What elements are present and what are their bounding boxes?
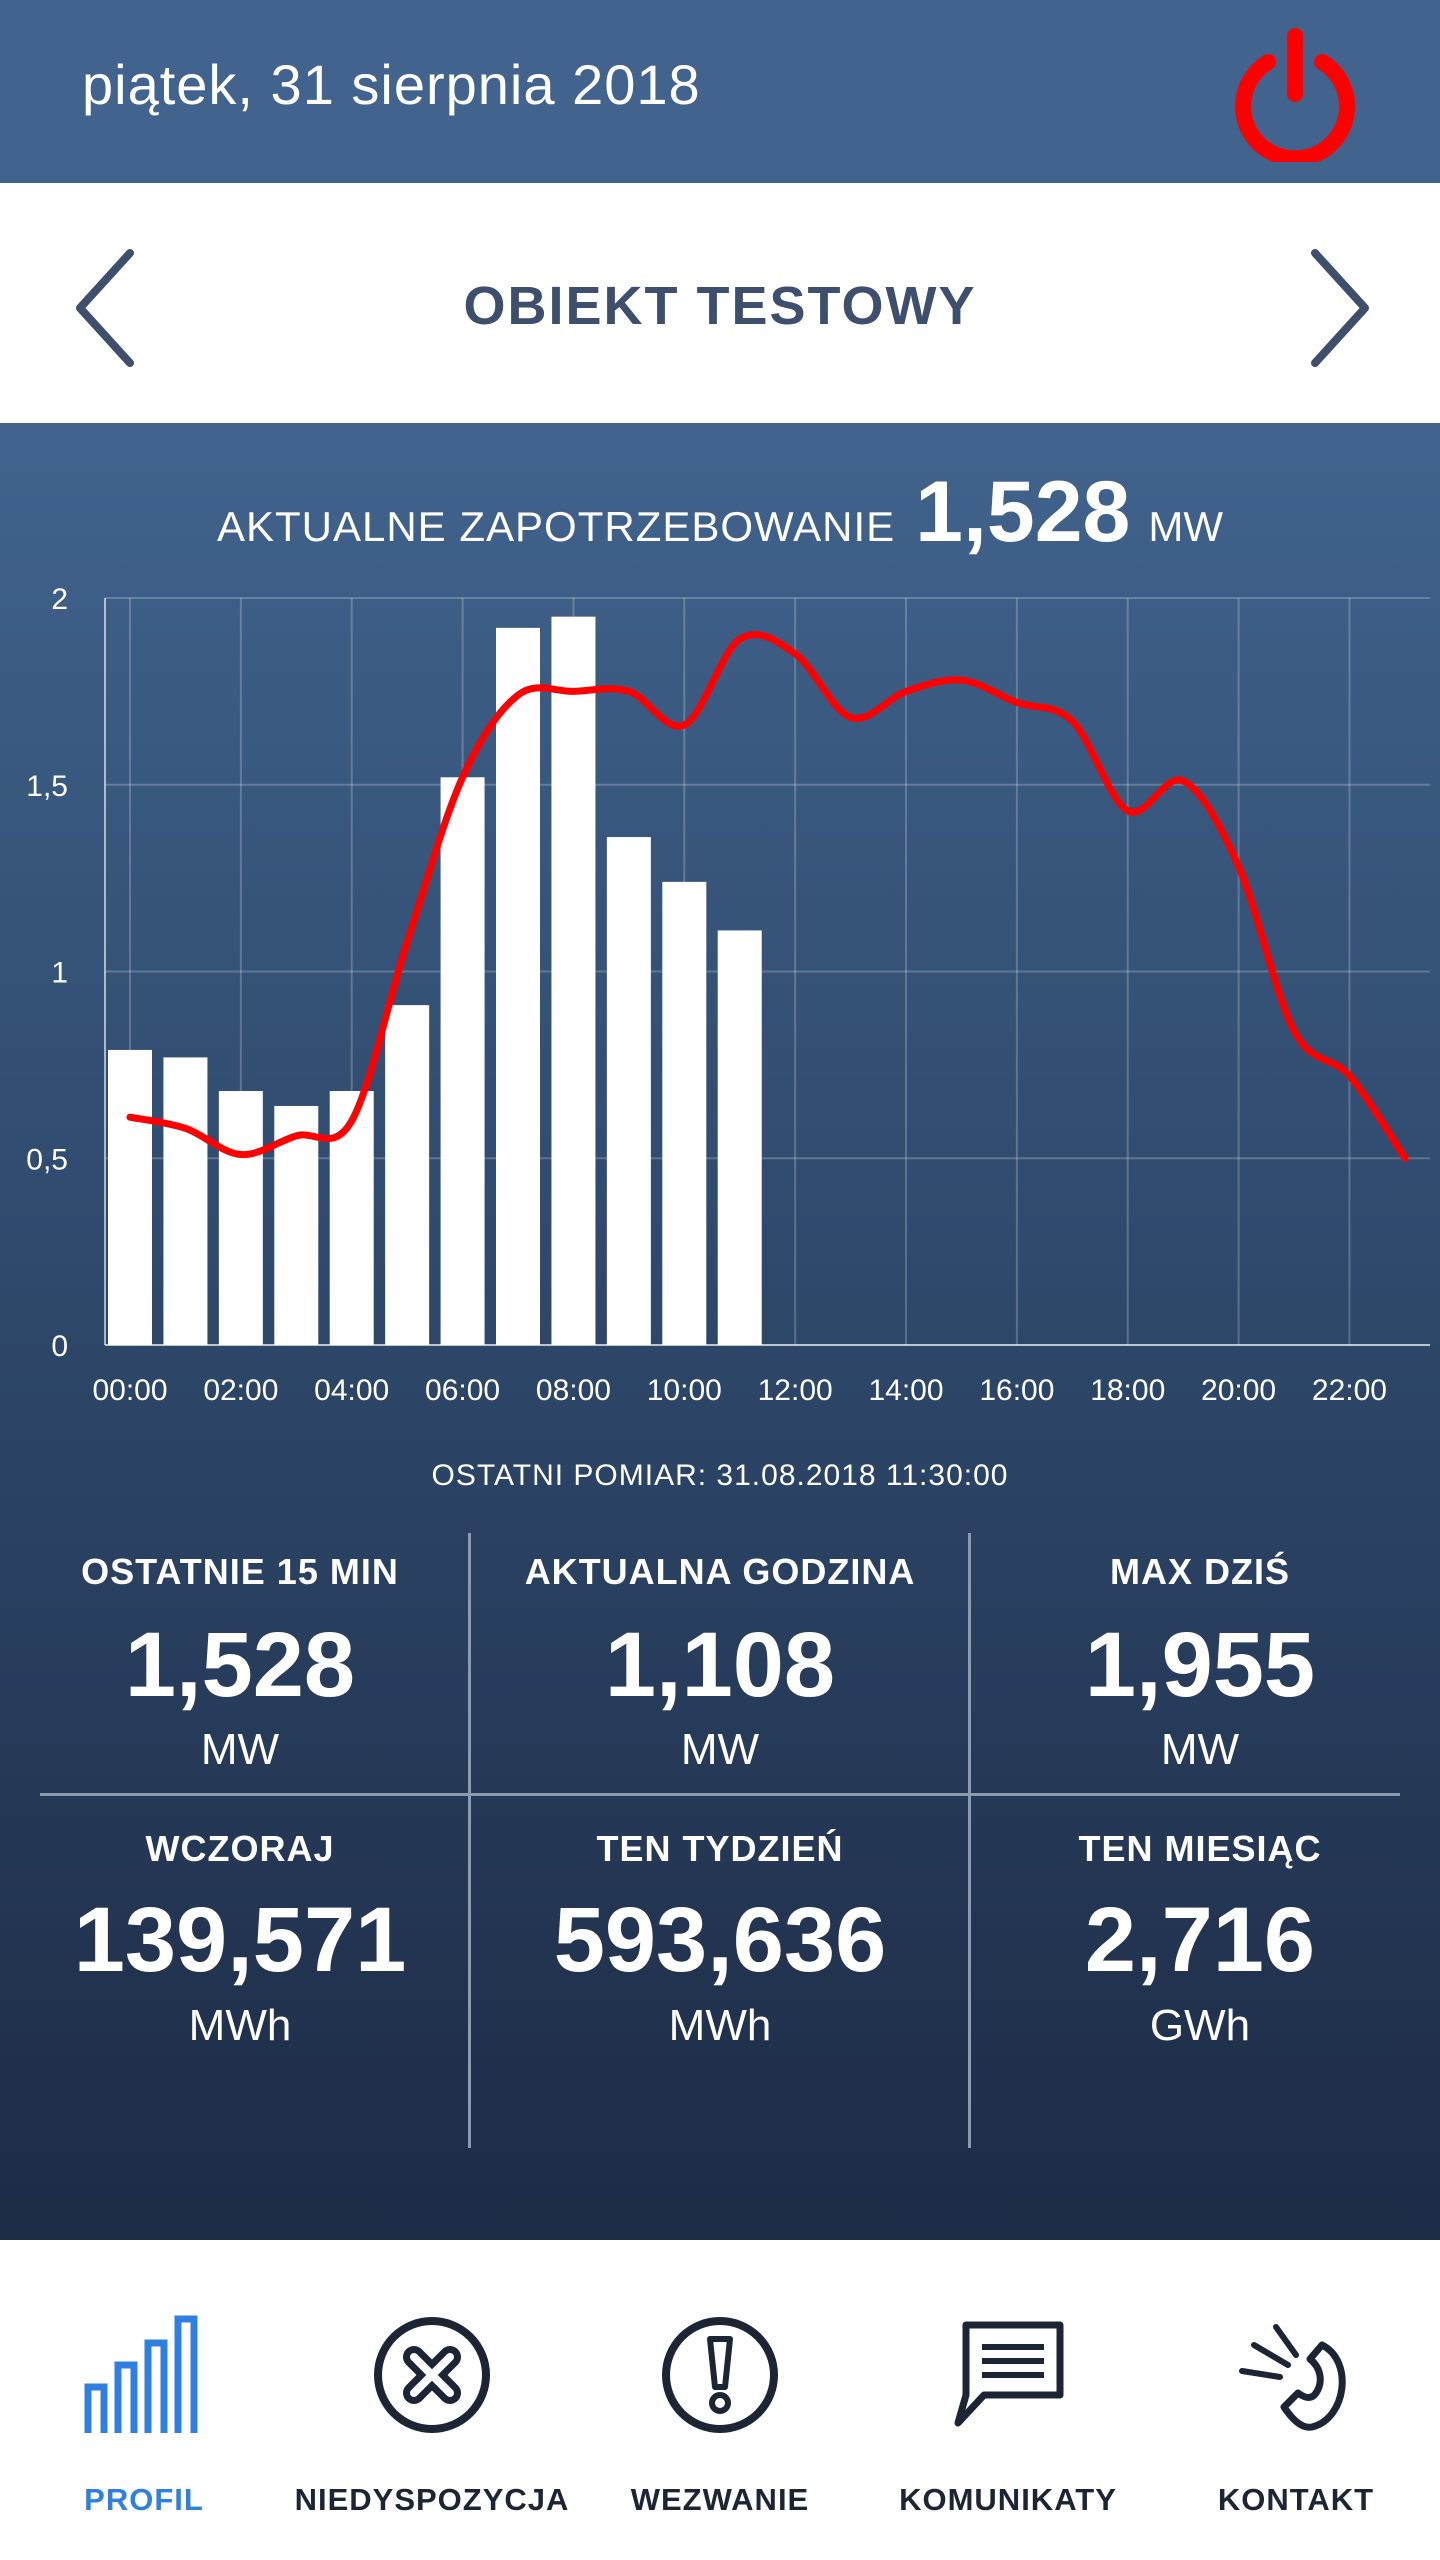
demand-label: AKTUALNE ZAPOTRZEBOWANIE <box>216 503 896 550</box>
bar <box>662 881 707 1345</box>
current-demand: AKTUALNE ZAPOTRZEBOWANIE 1,528 MW <box>0 463 1440 562</box>
bar <box>163 1057 208 1345</box>
demand-unit: MW <box>1148 503 1224 550</box>
x-circle-icon <box>374 2317 490 2433</box>
x-tick-label: 18:00 <box>1090 1374 1165 1407</box>
x-tick-label: 12:00 <box>758 1374 833 1407</box>
bar <box>440 777 485 1345</box>
stat-header: TEN TYDZIEŃ <box>596 1828 844 1869</box>
stat-yesterday: WCZORAJ 139,571 MWh <box>0 1796 480 2156</box>
stat-last-15-min: OSTATNIE 15 MIN 1,528 MW <box>0 1513 480 1793</box>
stat-value: 593,636 <box>553 1889 887 1991</box>
y-tick-label: 1 <box>51 957 68 990</box>
bar <box>274 1105 319 1345</box>
bar <box>551 616 596 1345</box>
current-date: piątek, 31 sierpnia 2018 <box>82 53 701 116</box>
bottom-navigation: PROFIL NIEDYSPOZYCJA WEZWANIE KOMUNI <box>0 2240 1440 2560</box>
forecast-line <box>126 631 1409 1162</box>
stat-unit: MW <box>680 1725 760 1774</box>
stat-header: TEN MIESIĄC <box>1078 1828 1322 1869</box>
stat-unit: MWh <box>188 2001 292 2050</box>
stats-divider <box>40 1793 1400 1796</box>
nav-niedyspozycja[interactable]: NIEDYSPOZYCJA <box>288 2240 576 2560</box>
x-tick-label: 10:00 <box>647 1374 722 1407</box>
stat-current-hour: AKTUALNA GODZINA 1,108 MW <box>480 1513 960 1793</box>
previous-object-button[interactable] <box>65 243 155 373</box>
x-tick-label: 04:00 <box>314 1374 389 1407</box>
stat-value: 1,955 <box>1084 1614 1316 1716</box>
bar <box>496 627 541 1345</box>
bar-chart-icon <box>84 2315 198 2433</box>
stat-unit: GWh <box>1149 2001 1251 2050</box>
object-title: OBIEKT TESTOWY <box>463 276 977 336</box>
next-object-button[interactable] <box>1290 243 1380 373</box>
top-bar: piątek, 31 sierpnia 2018 <box>0 0 1440 183</box>
y-tick-label: 1,5 <box>26 770 68 803</box>
stats-divider <box>468 1533 471 2148</box>
nav-label: KONTAKT <box>1217 2482 1375 2517</box>
x-tick-label: 02:00 <box>203 1374 278 1407</box>
nav-label: NIEDYSPOZYCJA <box>294 2482 570 2517</box>
main-panel: AKTUALNE ZAPOTRZEBOWANIE 1,528 MW 0 0,5 1 1,5… <box>0 423 1440 2240</box>
stat-unit: MWh <box>668 2001 772 2050</box>
power-icon[interactable] <box>1230 22 1360 162</box>
stat-header: WCZORAJ <box>145 1828 335 1869</box>
y-tick-label: 0 <box>51 1330 68 1363</box>
exclamation-circle-icon <box>662 2317 778 2433</box>
bar <box>218 1091 263 1345</box>
message-icon <box>954 2321 1064 2427</box>
x-tick-label: 16:00 <box>979 1374 1054 1407</box>
stat-header: OSTATNIE 15 MIN <box>81 1551 399 1592</box>
stat-value: 1,528 <box>124 1614 356 1716</box>
stats-grid: OSTATNIE 15 MIN 1,528 MW AKTUALNA GODZIN… <box>0 1513 1440 2240</box>
phone-ringing-icon <box>1239 2324 1346 2431</box>
nav-label: KOMUNIKATY <box>899 2482 1117 2517</box>
nav-profil[interactable]: PROFIL <box>0 2240 288 2560</box>
stat-max-today: MAX DZIŚ 1,955 MW <box>960 1513 1440 1793</box>
bar <box>385 1005 430 1345</box>
stat-value: 2,716 <box>1084 1889 1316 1991</box>
stat-this-month: TEN MIESIĄC 2,716 GWh <box>960 1796 1440 2156</box>
bar <box>329 1091 374 1345</box>
stat-unit: MW <box>200 1725 280 1774</box>
bar <box>717 930 762 1345</box>
stat-header: AKTUALNA GODZINA <box>524 1551 916 1592</box>
stats-divider <box>968 1533 971 2148</box>
stat-header: MAX DZIŚ <box>1109 1551 1290 1592</box>
x-tick-label: 22:00 <box>1312 1374 1387 1407</box>
object-selector: OBIEKT TESTOWY <box>0 183 1440 423</box>
x-tick-label: 06:00 <box>425 1374 500 1407</box>
x-tick-label: 20:00 <box>1201 1374 1276 1407</box>
bar <box>108 1049 152 1345</box>
stat-unit: MW <box>1160 1725 1240 1774</box>
y-tick-label: 0,5 <box>26 1143 68 1176</box>
stat-this-week: TEN TYDZIEŃ 593,636 MWh <box>480 1796 960 2156</box>
x-tick-label: 08:00 <box>536 1374 611 1407</box>
nav-label: WEZWANIE <box>630 2482 810 2517</box>
nav-kontakt[interactable]: KONTAKT <box>1152 2240 1440 2560</box>
demand-value: 1,528 <box>915 464 1131 560</box>
last-measurement: OSTATNI POMIAR: 31.08.2018 11:30:00 <box>431 1459 1009 1492</box>
stat-value: 139,571 <box>73 1889 407 1991</box>
bar <box>606 837 651 1345</box>
nav-label: PROFIL <box>84 2482 204 2517</box>
nav-komunikaty[interactable]: KOMUNIKATY <box>864 2240 1152 2560</box>
nav-wezwanie[interactable]: WEZWANIE <box>576 2240 864 2560</box>
demand-chart: 0 0,5 1 1,5 2 00:00 02:00 04:00 06:00 08:00 10:00 1… <box>26 583 1430 1407</box>
x-tick-label: 00:00 <box>92 1374 167 1407</box>
y-tick-label: 2 <box>51 583 68 616</box>
stat-value: 1,108 <box>604 1614 836 1716</box>
x-tick-label: 14:00 <box>868 1374 943 1407</box>
